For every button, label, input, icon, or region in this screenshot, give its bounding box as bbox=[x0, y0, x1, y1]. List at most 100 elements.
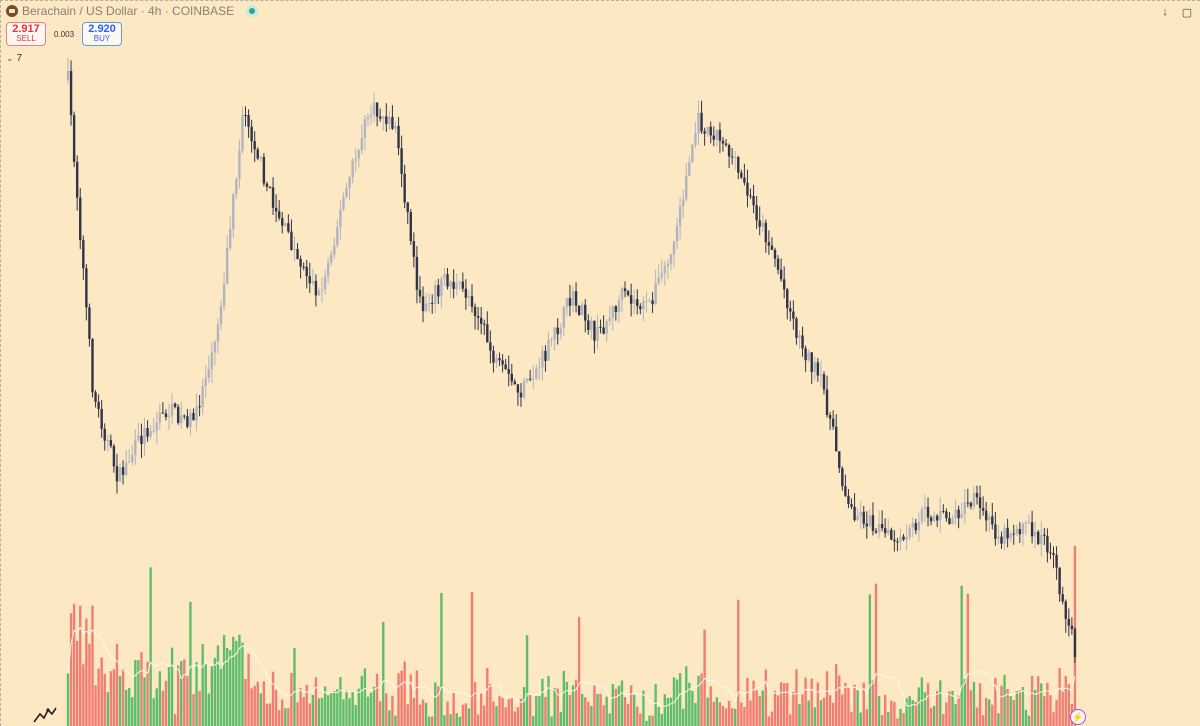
volume-bar bbox=[1067, 684, 1071, 726]
volume-bar bbox=[443, 715, 446, 726]
volume-bar bbox=[498, 696, 501, 726]
candle-body bbox=[366, 116, 370, 120]
candle-body bbox=[1006, 527, 1009, 539]
volume-bar bbox=[688, 682, 691, 726]
screenshot-icon[interactable]: ▢ bbox=[1181, 6, 1193, 19]
candle-body bbox=[431, 302, 434, 304]
volume-bar bbox=[1003, 674, 1006, 726]
volume-bar bbox=[320, 697, 324, 726]
candle-body bbox=[571, 291, 575, 306]
volume-bar bbox=[232, 636, 235, 726]
candle-body bbox=[372, 102, 376, 115]
volume-bar bbox=[874, 583, 878, 726]
symbol-bar[interactable]: Berachain / US Dollar · 4h · COINBASE bbox=[6, 3, 259, 19]
volume-bar bbox=[988, 699, 991, 726]
candle-body bbox=[779, 269, 783, 280]
candle-body bbox=[375, 102, 379, 117]
volume-bar bbox=[877, 695, 881, 726]
volume-bar bbox=[342, 699, 345, 726]
candle-body bbox=[320, 289, 324, 291]
candle-body bbox=[382, 116, 385, 119]
candle-body bbox=[994, 524, 997, 539]
volume-bar bbox=[899, 708, 902, 726]
candle-body bbox=[954, 509, 957, 519]
volume-bar bbox=[666, 697, 670, 726]
candle-body bbox=[1064, 601, 1067, 619]
volume-bar bbox=[109, 671, 113, 726]
volume-bar bbox=[850, 712, 853, 726]
candle-body bbox=[880, 523, 884, 529]
lightning-icon[interactable]: ⚡ bbox=[1070, 709, 1086, 725]
volume-bar bbox=[740, 702, 743, 726]
tradingview-logo-icon bbox=[33, 707, 57, 723]
candle-body bbox=[868, 515, 872, 527]
candle-body bbox=[764, 222, 768, 243]
candle-body bbox=[455, 282, 458, 289]
indicators-toggle[interactable]: ⌄ 7 bbox=[6, 53, 22, 64]
candle-body bbox=[596, 326, 599, 341]
buy-button[interactable]: 2.920 BUY bbox=[82, 22, 123, 46]
volume-bar bbox=[128, 688, 131, 726]
volume-bar bbox=[737, 599, 740, 726]
candle-body bbox=[308, 276, 311, 284]
download-icon[interactable]: ↓ bbox=[1162, 6, 1168, 18]
candle-body bbox=[495, 358, 498, 363]
candle-body bbox=[932, 515, 936, 522]
candle-body bbox=[146, 427, 149, 437]
volume-bar bbox=[939, 680, 942, 726]
sell-button[interactable]: 2.917 SELL bbox=[6, 22, 46, 46]
candle-body bbox=[584, 304, 587, 321]
volume-bar bbox=[568, 694, 572, 726]
volume-bar bbox=[675, 679, 679, 726]
candle-body bbox=[706, 126, 709, 134]
candle-body bbox=[620, 288, 624, 301]
volume-bar bbox=[115, 643, 119, 726]
volume-bar bbox=[103, 673, 106, 726]
volume-bar bbox=[510, 698, 513, 726]
candle-body bbox=[782, 279, 786, 290]
volume-bar bbox=[945, 702, 948, 726]
volume-bar bbox=[847, 687, 850, 726]
volume-bar bbox=[323, 686, 327, 726]
candle-body bbox=[348, 177, 351, 189]
volume-bar bbox=[299, 687, 302, 726]
candle-body bbox=[798, 335, 801, 338]
volume-bar bbox=[810, 678, 813, 726]
volume-bar bbox=[1024, 709, 1028, 726]
volume-bar bbox=[72, 603, 76, 726]
volume-bar bbox=[363, 668, 367, 726]
volume-bar bbox=[91, 605, 94, 726]
volume-bar bbox=[654, 684, 657, 726]
volume-bar bbox=[378, 701, 382, 726]
candle-body bbox=[176, 406, 180, 423]
volume-bar bbox=[639, 713, 642, 726]
candle-body bbox=[550, 339, 553, 341]
candle-body bbox=[568, 298, 572, 306]
volume-bar bbox=[749, 700, 752, 726]
volume-bar bbox=[844, 682, 847, 726]
candle-body bbox=[336, 227, 339, 246]
volume-bar bbox=[893, 702, 896, 726]
candle-body bbox=[115, 466, 119, 482]
candle-body bbox=[378, 116, 382, 119]
candle-body bbox=[434, 285, 437, 304]
volume-bar bbox=[957, 695, 960, 726]
volume-bar bbox=[660, 713, 663, 726]
candle-body bbox=[528, 378, 532, 380]
volume-bar bbox=[394, 715, 397, 726]
symbol-title[interactable]: Berachain / US Dollar · 4h · COINBASE bbox=[22, 4, 235, 18]
volume-bar bbox=[770, 711, 774, 726]
candle-body bbox=[792, 311, 795, 319]
candle-body bbox=[929, 517, 933, 522]
volume-bar bbox=[1043, 696, 1046, 726]
volume-bar bbox=[932, 705, 936, 726]
indicators-count: 7 bbox=[16, 53, 23, 64]
volume-bar bbox=[807, 700, 810, 726]
volume-ma-line bbox=[67, 626, 1076, 707]
candle-body bbox=[161, 412, 165, 414]
volume-bar bbox=[250, 688, 253, 726]
volume-bar bbox=[284, 708, 287, 726]
volume-bar bbox=[253, 685, 256, 726]
volume-bar bbox=[871, 680, 875, 726]
